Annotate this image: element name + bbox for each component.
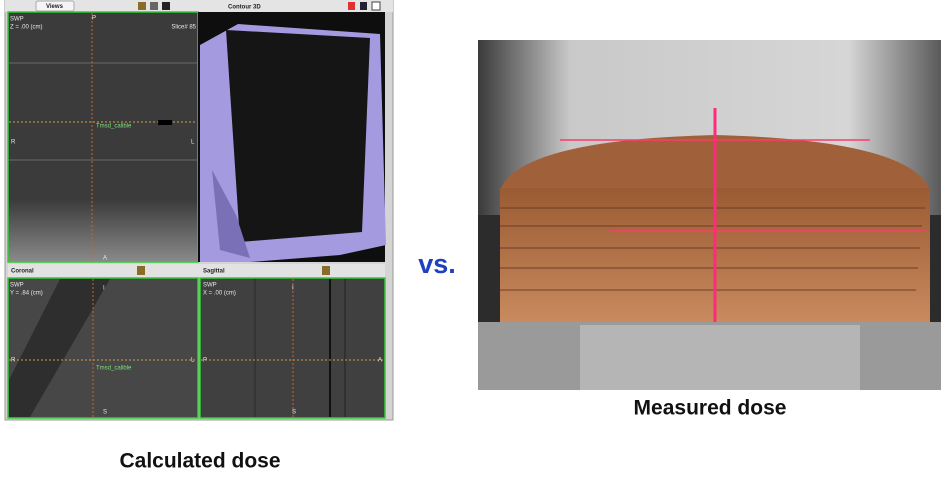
orientation: A xyxy=(103,256,107,262)
insert xyxy=(158,120,172,125)
couch-plate xyxy=(580,325,860,390)
calculated-caption: Calculated dose xyxy=(119,450,280,473)
slice: Slice# 85 xyxy=(171,25,196,31)
contour-3d-title: Contour 3D xyxy=(228,5,261,11)
toolbar-icon[interactable] xyxy=(360,2,367,10)
orientation: R xyxy=(11,140,16,146)
marker-label: Tmsd_calible xyxy=(96,124,132,130)
views-label: Views xyxy=(46,4,64,10)
orientation: S xyxy=(103,410,107,416)
orientation: R xyxy=(11,358,16,364)
toolbar-icon[interactable] xyxy=(150,2,158,10)
position: X = .00 (cm) xyxy=(203,291,236,297)
position: Z = .00 (cm) xyxy=(10,25,43,31)
separator: vs. xyxy=(418,249,456,279)
series: SWP xyxy=(203,283,217,289)
toolbar-icon[interactable] xyxy=(372,2,380,10)
page: {"calculated": { "toolbar_label": "Views… xyxy=(0,0,941,475)
figure: Views Contour 3D SWP Z = .00 (cm) Slice#… xyxy=(0,0,941,475)
coronal-title: Coronal xyxy=(11,269,34,275)
toolbar-icon[interactable] xyxy=(137,266,145,275)
orientation: S xyxy=(292,410,296,416)
series: SWP xyxy=(10,17,24,23)
contour-slab xyxy=(226,30,370,242)
orientation: A xyxy=(378,358,382,364)
orientation: P xyxy=(92,16,96,22)
marker-label: Tmsd_calible xyxy=(96,366,132,372)
sagittal-title: Sagittal xyxy=(203,269,225,275)
series: SWP xyxy=(10,283,24,289)
measured-caption: Measured dose xyxy=(634,397,787,420)
toolbar-icon[interactable] xyxy=(162,2,170,10)
orientation: P xyxy=(203,358,207,364)
position: Y = .84 (cm) xyxy=(10,291,43,297)
toolbar-icon[interactable] xyxy=(322,266,330,275)
toolbar-icon[interactable] xyxy=(138,2,146,10)
toolbar-icon[interactable] xyxy=(348,2,355,10)
axial-view xyxy=(8,12,198,262)
